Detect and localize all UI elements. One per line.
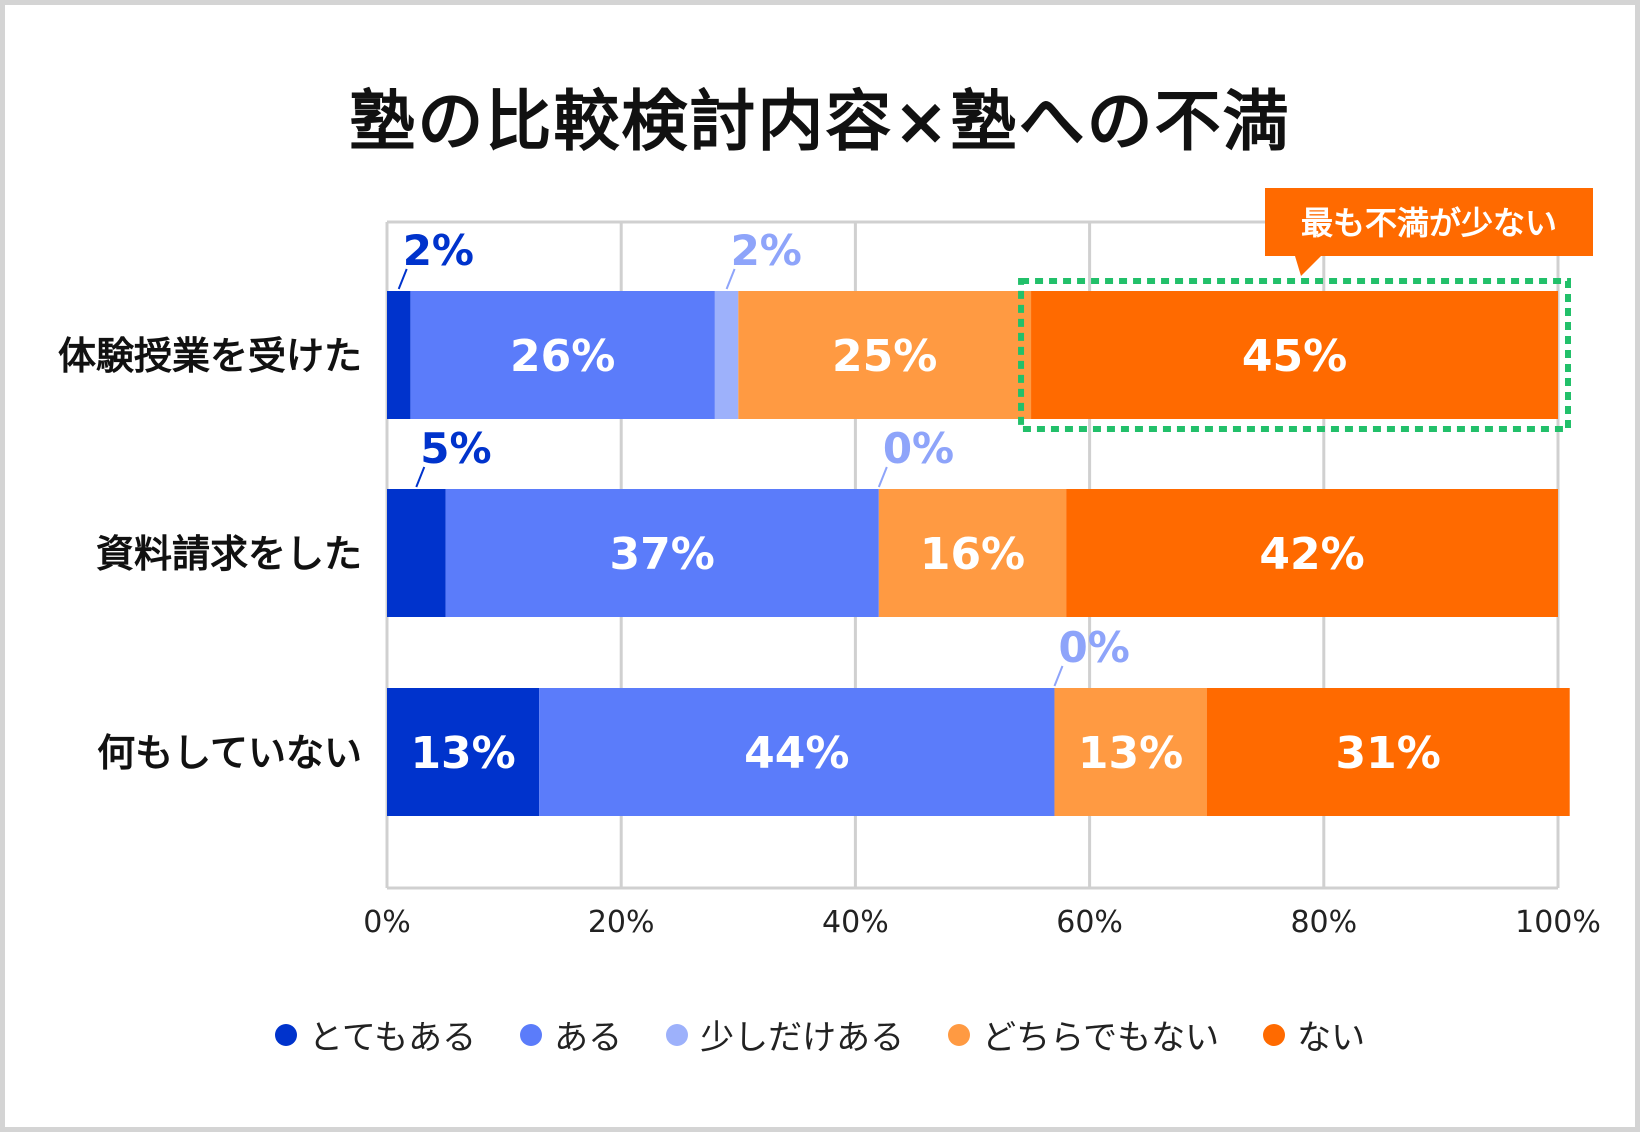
bar-segment [1206,688,1570,816]
data-label: 37% [610,529,715,580]
chart-legend: とてもある ある 少しだけある どちらでもない ない [0,1010,1640,1059]
y-category-label: 何もしていない [97,731,362,775]
bar-segment [387,688,540,816]
data-label: 31% [1336,728,1441,779]
bar-segment [1031,291,1558,419]
legend-swatch [948,1023,971,1046]
data-label: 42% [1259,529,1364,580]
bar-segment [387,291,411,419]
legend-swatch [274,1023,297,1046]
x-tick-label: 60% [1056,905,1123,940]
bar-segment [387,489,446,617]
data-label-outside: 0% [883,424,954,473]
legend-label: ある [554,1018,623,1058]
legend-item: どちらでもない [948,1010,1219,1059]
bar-segment [539,688,1055,816]
legend-swatch [1263,1023,1286,1046]
callout-box [1265,188,1593,256]
legend-label: どちらでもない [982,1018,1220,1058]
legend-label: 少しだけある [700,1018,905,1058]
legend-item: ない [1263,1010,1365,1059]
data-label: 44% [744,728,849,779]
data-label: 13% [1078,728,1183,779]
data-label: 25% [832,331,937,382]
leader-line [725,268,736,290]
legend-item: ある [520,1010,622,1059]
legend-swatch [666,1023,689,1046]
data-label: 45% [1242,331,1347,382]
x-tick-label: 0% [363,905,411,940]
bar-segment [1054,688,1207,816]
x-tick-label: 100% [1515,905,1601,940]
x-tick-label: 80% [1290,905,1357,940]
leader-line [397,268,408,290]
bar-segment [714,291,739,419]
data-label-outside: 2% [731,226,802,275]
bar-segment [738,291,1032,419]
data-label: 13% [410,728,515,779]
data-label-outside: 0% [1058,623,1129,672]
x-tick-label: 20% [588,905,655,940]
legend-item: 少しだけある [666,1010,904,1059]
bar-segment [445,489,879,617]
bar-segment [878,489,1067,617]
y-category-label: 資料請求をした [96,532,362,576]
legend-label: ない [1297,1018,1366,1058]
legend-swatch [520,1023,543,1046]
leader-line [1053,665,1064,687]
x-tick-label: 40% [822,905,889,940]
leader-line [415,466,426,488]
callout-text: 最も不満が少ない [1301,204,1557,242]
legend-label: とてもある [308,1018,477,1058]
data-label-outside: 5% [420,424,491,473]
y-category-label: 体験授業を受けた [58,334,362,378]
data-label: 26% [510,331,615,382]
bar-segment [1066,489,1558,617]
callout-pointer [1295,256,1321,276]
leader-line [877,466,888,488]
data-label: 16% [920,529,1025,580]
chart-title: 塾の比較検討内容×塾への不満 [349,83,1291,160]
bar-segment [410,291,715,419]
data-label-outside: 2% [403,226,474,275]
legend-item: とてもある [274,1010,477,1059]
highlight-box [1018,278,1571,432]
